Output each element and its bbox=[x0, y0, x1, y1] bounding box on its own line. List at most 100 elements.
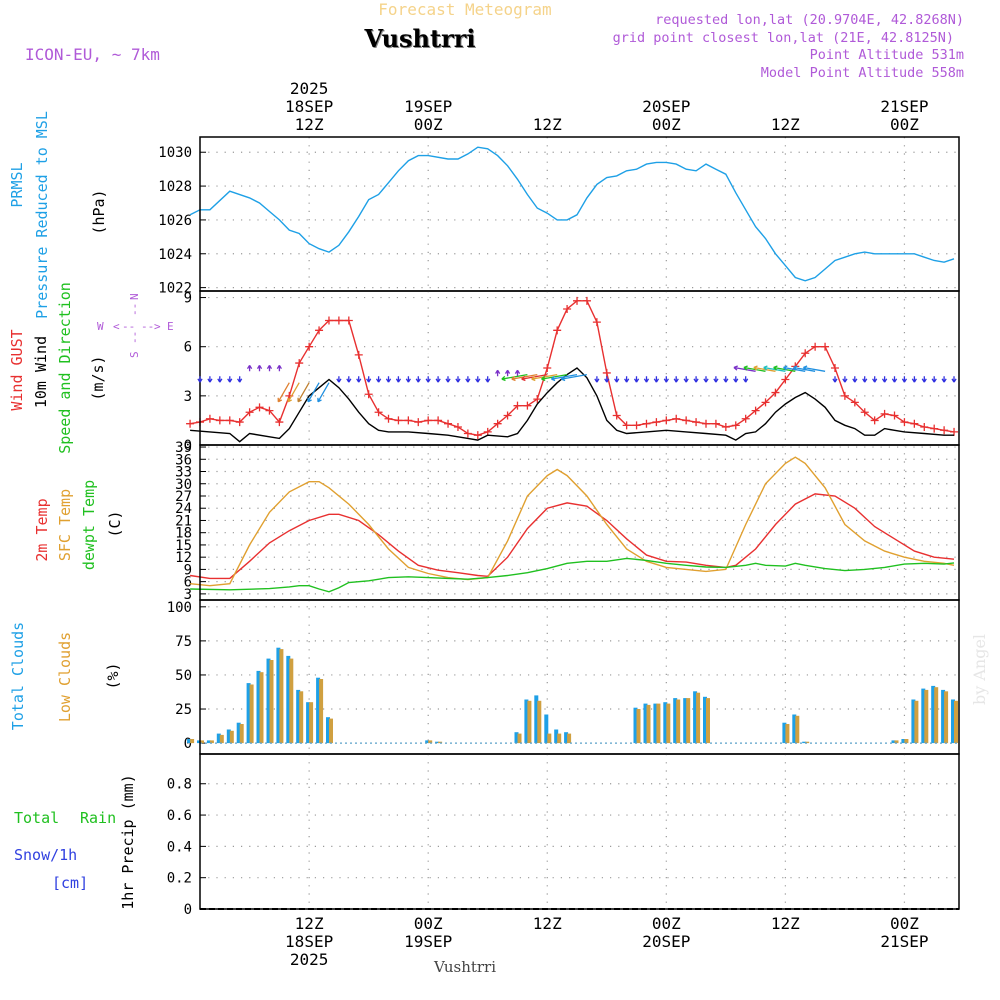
gust-marker bbox=[890, 411, 899, 420]
gust-marker bbox=[513, 401, 522, 410]
gust-marker bbox=[592, 318, 601, 327]
wind-arrow bbox=[197, 376, 203, 383]
gust-marker bbox=[324, 316, 333, 325]
pressure-tick-label: 1022 bbox=[158, 281, 192, 297]
gust-marker bbox=[384, 414, 393, 423]
gust-marker bbox=[692, 418, 701, 427]
wind-arrow bbox=[425, 376, 431, 383]
wind-tick-label: 9 bbox=[184, 291, 192, 307]
clouds-bar bbox=[921, 688, 926, 744]
gust-marker bbox=[354, 350, 363, 359]
clouds-bar bbox=[904, 739, 909, 744]
bottom-time-label: 00Z bbox=[890, 914, 919, 933]
clouds-bar bbox=[894, 740, 899, 744]
precip-snow-label: Snow/1h bbox=[14, 846, 77, 864]
wind-arrow bbox=[753, 365, 776, 372]
footer-location: Vushtrri bbox=[433, 958, 496, 976]
wind-arrow bbox=[465, 376, 471, 383]
compass-north: N bbox=[128, 293, 141, 300]
clouds-bar bbox=[686, 698, 691, 744]
gust-marker bbox=[751, 406, 760, 415]
gust-marker bbox=[245, 408, 254, 417]
gust-marker bbox=[364, 390, 373, 399]
gust-marker bbox=[900, 418, 909, 427]
gust-marker bbox=[930, 424, 939, 433]
gust-marker bbox=[414, 418, 423, 427]
compass-dash-down: -- bbox=[128, 331, 141, 344]
wind-arrow bbox=[802, 365, 826, 372]
gust-marker bbox=[612, 411, 621, 420]
top-time-label: 00Z bbox=[652, 115, 681, 134]
gust-marker bbox=[702, 419, 710, 428]
wind-arrow bbox=[713, 376, 719, 383]
panels: 1022102410261028103003693691215182124273… bbox=[158, 136, 960, 918]
clouds-bar bbox=[299, 691, 304, 744]
wind-arrow bbox=[475, 376, 481, 383]
clouds-bar bbox=[954, 700, 958, 743]
gust-marker bbox=[920, 422, 929, 431]
bottom-time-label: 12Z bbox=[771, 914, 800, 933]
gust-marker bbox=[731, 421, 740, 430]
temperature-labels: 2m Temp SFC Temp dewpt Temp (C) bbox=[33, 480, 124, 570]
wind-arrow bbox=[307, 382, 320, 403]
wind-arrow bbox=[852, 376, 858, 383]
clouds-bar bbox=[544, 714, 549, 744]
wind-arrow bbox=[733, 365, 756, 372]
wind-arrow bbox=[287, 382, 300, 403]
temperature-series-line bbox=[190, 557, 955, 593]
temperature-tick-label: 24 bbox=[175, 501, 192, 517]
gust-marker bbox=[781, 375, 790, 384]
gust-marker bbox=[225, 416, 234, 425]
clouds-bar bbox=[517, 733, 522, 744]
clouds-bar bbox=[564, 732, 569, 744]
clouds-frame bbox=[199, 599, 960, 755]
pressure-tick-label: 1030 bbox=[158, 145, 192, 161]
clouds-bar bbox=[683, 698, 688, 744]
wind-arrow bbox=[336, 376, 342, 383]
compass-east: E bbox=[167, 320, 174, 333]
temperature-tick-label: 27 bbox=[175, 489, 192, 505]
clouds-tick-label: 25 bbox=[175, 702, 192, 718]
pressure-tick-label: 1024 bbox=[158, 247, 192, 263]
gust-marker bbox=[315, 326, 324, 335]
clouds-bar bbox=[931, 685, 936, 744]
gust-marker bbox=[563, 305, 572, 314]
wind-arrow bbox=[624, 376, 630, 383]
wind-arrow bbox=[763, 365, 786, 372]
gust-marker bbox=[850, 398, 859, 407]
gust-marker bbox=[473, 431, 482, 440]
gust-marker bbox=[553, 326, 562, 335]
top-time-label: 00Z bbox=[414, 115, 443, 134]
wind-arrow bbox=[297, 382, 310, 403]
wind-arrow bbox=[227, 376, 233, 383]
wind-arrow bbox=[356, 376, 362, 383]
gust-marker bbox=[741, 414, 750, 423]
clouds-bar bbox=[656, 703, 661, 744]
panel-clouds: 0 25 50 75 100 bbox=[167, 599, 960, 755]
top-time-label: 21SEP bbox=[880, 97, 928, 116]
gust-marker bbox=[424, 416, 433, 425]
precip-total-label: Total bbox=[14, 809, 59, 827]
wind-arrow bbox=[703, 376, 709, 383]
clouds-tick-label: 100 bbox=[167, 600, 192, 616]
clouds-bar bbox=[249, 684, 254, 744]
wind-arrow bbox=[683, 376, 689, 383]
wind-arrow bbox=[911, 376, 917, 383]
pressure-series-line bbox=[189, 146, 955, 282]
gust-marker bbox=[940, 426, 949, 435]
clouds-bar bbox=[428, 740, 433, 744]
compass-rose: W < -- -- > E N -- -- S bbox=[97, 293, 174, 358]
precip-snow-unit: [cm] bbox=[52, 874, 88, 892]
clouds-bar bbox=[646, 704, 651, 744]
compass-dash-right: -- bbox=[141, 320, 154, 333]
clouds-bar bbox=[673, 698, 678, 744]
gust-marker bbox=[493, 419, 502, 428]
pressure-tick-label: 1028 bbox=[158, 179, 192, 195]
clouds-bar bbox=[524, 699, 529, 744]
compass-arrow-right: > bbox=[154, 320, 161, 333]
wind-arrow bbox=[633, 376, 640, 383]
pressure-unit: (hPa) bbox=[90, 189, 108, 234]
gust-marker bbox=[622, 421, 631, 430]
clouds-bar bbox=[785, 724, 790, 744]
